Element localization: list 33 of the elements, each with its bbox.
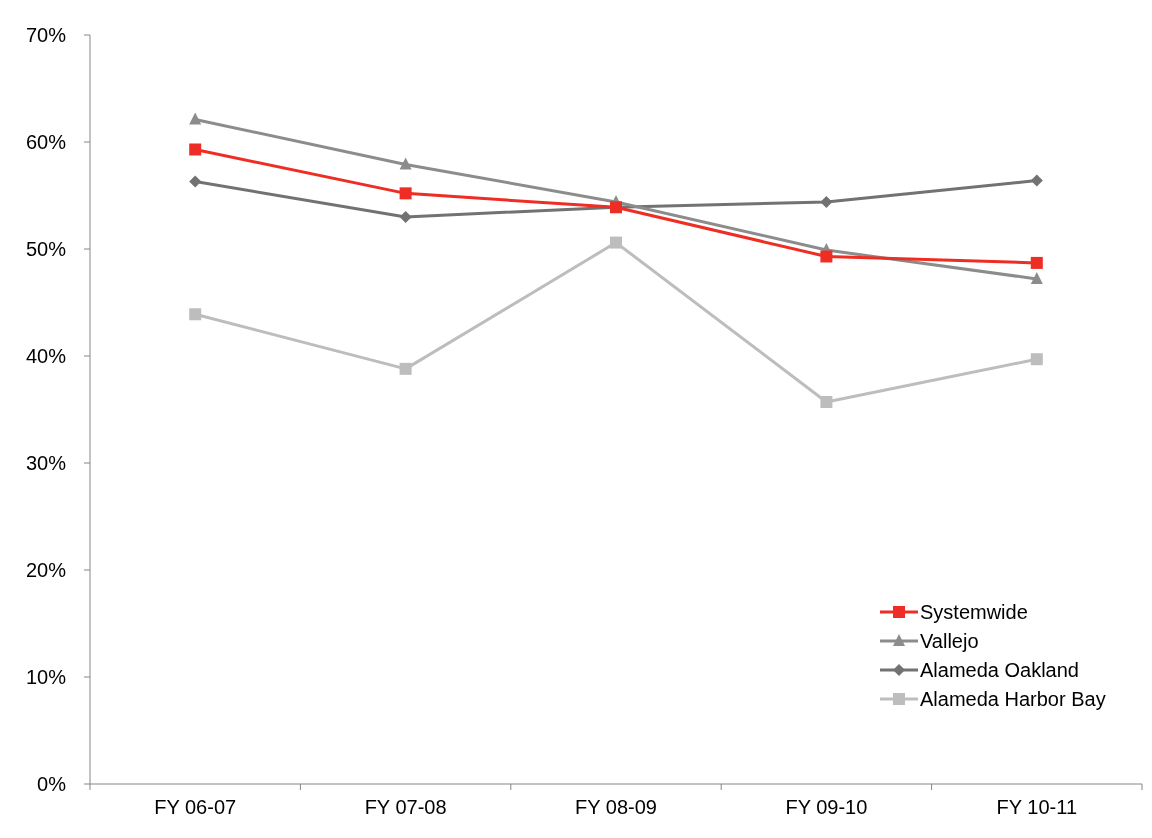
x-tick-label: FY 10-11 [996,796,1078,818]
point [189,143,202,156]
x-tick-label: FY 06-07 [154,796,237,818]
x-tick-label: FY 09-10 [785,796,868,818]
point [399,187,412,200]
point [1030,271,1043,284]
y-tick-label: 60% [25,131,67,153]
x-tick-label: FY 07-08 [364,796,447,818]
legend-label: Vallejo [920,630,979,652]
point [1030,256,1043,269]
point [189,308,202,321]
y-tick-label: 30% [25,452,67,474]
y-tick-label: 50% [25,238,67,260]
y-tick-label: 70% [25,24,67,46]
y-tick-label: 40% [25,345,67,367]
x-tick-label: FY 08-09 [575,796,657,818]
point [820,396,833,409]
point [189,175,202,188]
legend-label: Systemwide [920,601,1028,623]
point [399,157,412,170]
y-tick-label: 10% [25,666,67,688]
y-tick-label: 20% [25,559,67,581]
point [820,250,833,263]
point [399,210,412,223]
legend-label: Alameda Oakland [920,659,1079,681]
point [1030,353,1043,366]
point [1030,174,1043,187]
y-tick-label: 0% [37,773,67,795]
point [189,112,202,125]
legend-label: Alameda Harbor Bay [920,688,1106,710]
point [399,362,412,375]
point [820,195,833,208]
point [610,236,622,249]
